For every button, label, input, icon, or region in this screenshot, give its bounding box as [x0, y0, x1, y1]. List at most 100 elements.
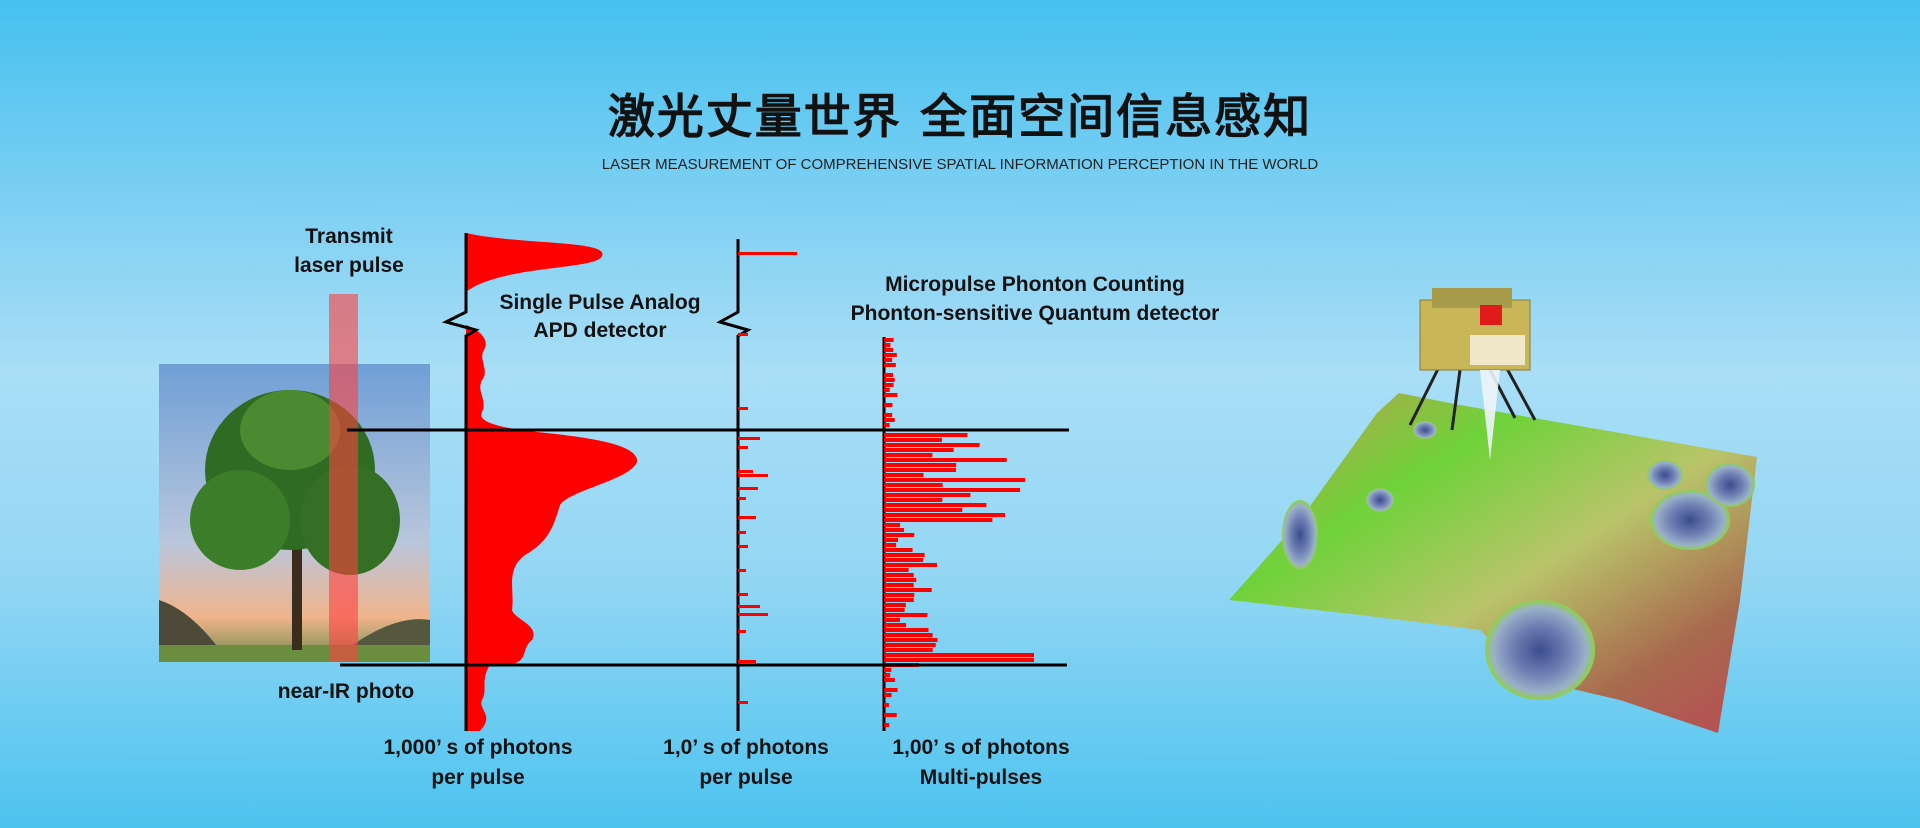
photon-bar	[738, 701, 748, 704]
photon-bar	[884, 603, 906, 607]
photon-bar	[738, 333, 748, 336]
photon-bar	[884, 713, 897, 717]
photon-bar	[738, 531, 746, 534]
photon-bar	[884, 473, 924, 477]
transmit-label: Transmit	[305, 225, 393, 248]
photon-bar	[884, 533, 915, 537]
single-photon-bars	[738, 252, 797, 704]
photon-bar	[884, 668, 892, 672]
photon-bar	[738, 545, 748, 548]
photon-bar	[884, 348, 894, 352]
photon-bar	[884, 528, 905, 532]
photon-bar	[884, 678, 895, 682]
photon-bar	[884, 643, 936, 647]
axis3-label: 1,00’ s of photons	[892, 736, 1069, 759]
photon-bar	[884, 628, 929, 632]
photon-bar	[884, 563, 937, 567]
photon-bar	[884, 703, 889, 707]
photon-bar	[884, 593, 915, 597]
photon-bar	[884, 358, 893, 362]
photon-bar	[884, 508, 963, 512]
photon-bar	[884, 343, 891, 347]
lunar-lander	[1408, 288, 1537, 460]
photon-bar	[738, 407, 748, 410]
photon-bar	[884, 353, 897, 357]
photon-bar	[738, 446, 748, 449]
photon-bar	[884, 478, 1026, 482]
photon-bar	[884, 553, 925, 557]
photon-bar	[884, 543, 897, 547]
near-ir-tree-photo	[159, 364, 430, 662]
photon-bar	[738, 474, 768, 477]
axis2-label: 1,0’ s of photons	[663, 736, 829, 759]
photon-bar	[884, 513, 1006, 517]
photon-bar	[884, 393, 898, 397]
photon-bar	[884, 503, 987, 507]
photon-bar	[884, 413, 893, 417]
photon-bar	[884, 538, 899, 542]
photon-bar	[884, 433, 968, 437]
photon-bar	[884, 578, 917, 582]
photon-bar	[884, 673, 891, 677]
photon-bar	[884, 608, 905, 612]
photon-bar	[884, 438, 942, 442]
page-subtitle: LASER MEASUREMENT OF COMPREHENSIVE SPATI…	[601, 156, 1319, 173]
photon-bar	[884, 623, 907, 627]
photon-bar	[884, 383, 894, 387]
photon-bar	[884, 448, 954, 452]
photon-bar	[738, 613, 768, 616]
photon-bar	[884, 588, 932, 592]
photon-bar	[884, 363, 896, 367]
photon-bar	[884, 378, 895, 382]
photo-label: near-IR photo	[278, 680, 415, 703]
photon-bar	[884, 373, 893, 377]
photon-bar	[884, 598, 914, 602]
axis1-label: 1,000’ s of photons	[383, 736, 572, 759]
photon-bar	[884, 613, 928, 617]
photon-bar	[884, 518, 993, 522]
photon-bar	[884, 483, 943, 487]
photon-bar	[884, 653, 1034, 657]
photon-bar	[884, 403, 893, 407]
photon-bar	[738, 487, 758, 490]
counting-label-line2: Phonton-sensitive Quantum detector	[851, 302, 1220, 325]
photon-bar	[884, 523, 901, 527]
axis-analog	[441, 292, 480, 731]
photon-bar	[884, 418, 895, 422]
photon-bar	[738, 516, 756, 519]
page-title: 激光丈量世界 全面空间信息感知	[607, 90, 1313, 145]
photon-bar	[738, 252, 797, 255]
photon-bar	[738, 470, 753, 473]
lunar-terrain-model	[1229, 393, 1757, 733]
photon-bar	[884, 573, 914, 577]
photon-bar	[738, 437, 760, 440]
photon-bar	[884, 458, 1007, 462]
photon-bar	[738, 605, 760, 608]
photon-bar	[884, 463, 957, 467]
photon-bar	[884, 488, 1021, 492]
photon-bar	[884, 558, 924, 562]
photon-bar	[884, 648, 933, 652]
photon-bar	[738, 497, 746, 500]
photon-bar	[884, 583, 914, 587]
photon-bar	[884, 638, 938, 642]
photon-bar	[884, 443, 980, 447]
photon-bar	[884, 453, 933, 457]
photon-bar	[884, 548, 913, 552]
analog-label: Single Pulse Analog	[499, 291, 700, 314]
photon-bar	[884, 388, 890, 392]
photon-bar	[738, 593, 748, 596]
photon-bar	[884, 618, 900, 622]
laser-beam	[329, 294, 358, 662]
photon-bar	[884, 688, 898, 692]
counting-label: Micropulse Phonton Counting	[885, 273, 1185, 296]
analog-waveform	[466, 233, 638, 731]
axis1-label-line2: per pulse	[431, 766, 524, 789]
photon-bar	[884, 633, 933, 637]
axis3-label-line2: Multi-pulses	[920, 766, 1043, 789]
photon-bar	[738, 630, 746, 633]
photon-bar	[884, 658, 1034, 662]
photon-bar	[884, 338, 894, 342]
photon-bar	[884, 468, 957, 472]
micropulse-bars	[884, 338, 1034, 727]
